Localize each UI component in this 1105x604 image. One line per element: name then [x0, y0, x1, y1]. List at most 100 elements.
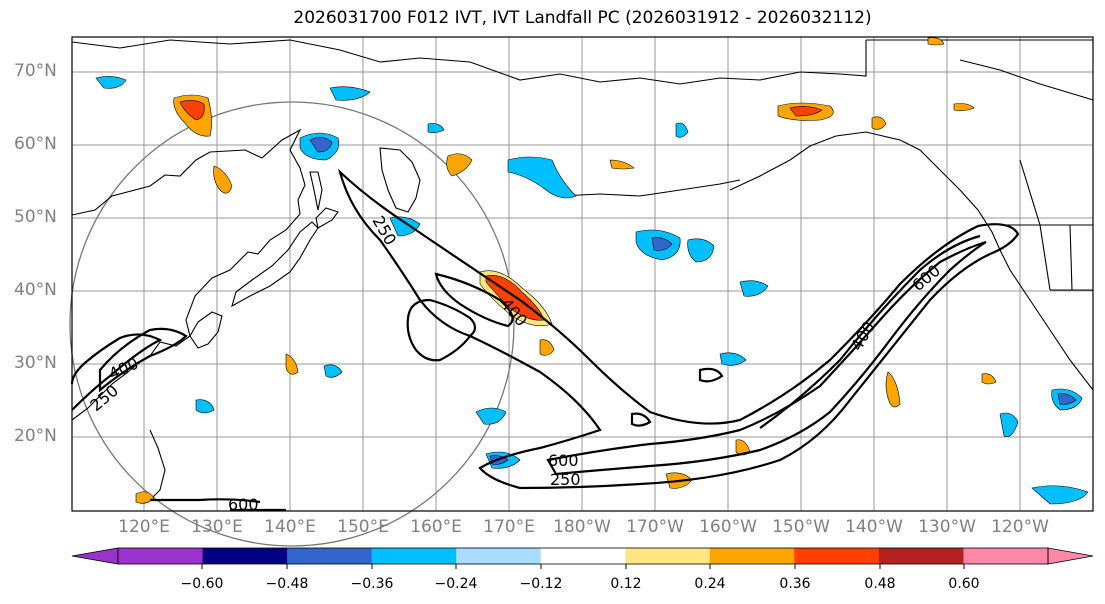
neg-anomaly-patch: [329, 86, 371, 101]
neg-anomaly-patch: [687, 238, 715, 263]
neg-anomaly-patch: [999, 412, 1019, 437]
canada-coast: [866, 39, 1094, 101]
lat-label: 30°N: [14, 353, 57, 373]
colorbar-bin: [625, 548, 711, 564]
kamchatka-coast: [379, 147, 421, 213]
ivt-contour-250-west: [337, 168, 1020, 490]
pos-anomaly-patch: [789, 106, 823, 117]
colorbar-bin: [456, 548, 542, 564]
pos-anomaly-patch: [927, 37, 945, 46]
siberia-north-coast: [71, 39, 681, 85]
colorbar-tick-label: −0.60: [180, 576, 224, 592]
colorbar-tick-label: 0.48: [864, 576, 896, 592]
negative-anomaly-fills: [95, 76, 1089, 505]
philippines-coast: [149, 429, 166, 501]
ivt-contour-400-inner: [434, 272, 514, 328]
lon-label: 160°W: [699, 517, 757, 537]
pos-anomaly-patch: [135, 491, 155, 504]
ivt-contour-400-ring: [406, 298, 477, 362]
ivt-contour-400-east: [759, 234, 981, 429]
pos-anomaly-patch: [871, 116, 887, 130]
colorbar-bin: [202, 548, 288, 564]
contour-label: 600: [228, 495, 259, 514]
lon-label: 180°W: [553, 517, 611, 537]
neg-anomaly-patch: [389, 216, 421, 237]
lat-label: 50°N: [14, 207, 57, 227]
lat-label: 40°N: [14, 280, 57, 300]
colorbar-tick-label: −0.48: [265, 576, 309, 592]
range-ring: [69, 101, 515, 547]
lon-label: 150°E: [337, 517, 389, 537]
neg-anomaly-patch: [309, 137, 333, 153]
ivt-contours: [70, 168, 1020, 512]
hokkaido-coast: [315, 207, 339, 229]
pos-anomaly-patch: [446, 153, 473, 177]
colorbar-bin: [371, 548, 457, 564]
korea-coast: [189, 311, 223, 349]
lon-label: 170°E: [483, 517, 535, 537]
lon-label: 130°E: [191, 517, 243, 537]
alaska-south-coast: [729, 131, 1094, 391]
pos-anomaly-patch: [953, 103, 975, 111]
colorbar-bin: [878, 548, 964, 564]
japan-coast: [231, 221, 319, 308]
neg-anomaly-patch: [507, 156, 577, 199]
colorbar-bin: [540, 548, 626, 564]
lat-label: 20°N: [14, 426, 57, 446]
neg-anomaly-patch: [195, 399, 215, 414]
colorbar-bin: [287, 548, 373, 564]
colorbar-tick-label: −0.36: [350, 576, 394, 592]
colorbar-outline: [117, 547, 1049, 565]
colorbar-tick-label: 0.60: [948, 576, 980, 592]
colorbar-bin: [118, 548, 204, 564]
contour-label: 600: [548, 451, 579, 470]
colorbar-tick-label: 0.24: [694, 576, 726, 592]
colorbar-tick-label: 0.36: [779, 576, 811, 592]
pos-anomaly-patch: [285, 353, 299, 375]
pos-anomaly-patch: [885, 371, 901, 408]
colorbar-extend-max: [1047, 547, 1094, 565]
neg-anomaly-patch: [475, 407, 507, 425]
sakhalin-coast: [309, 171, 323, 211]
colorbar-bin: [709, 548, 795, 564]
neg-anomaly-patch: [651, 237, 673, 251]
contour-label: 250: [550, 470, 581, 489]
pos-anomaly-patch: [179, 100, 205, 121]
colorbar: [71, 547, 1094, 569]
neg-anomaly-patch: [95, 76, 127, 89]
lon-label: 120°E: [118, 517, 170, 537]
lon-label: 140°W: [845, 517, 903, 537]
lon-label: 150°W: [772, 517, 830, 537]
lon-label: 130°W: [918, 517, 976, 537]
pos-anomaly-patch: [981, 373, 997, 385]
lon-label: 170°W: [626, 517, 684, 537]
lat-label: 70°N: [14, 61, 57, 81]
coastlines: [71, 39, 1094, 501]
lon-label: 140°E: [264, 517, 316, 537]
neg-anomaly-patch: [1031, 485, 1089, 505]
colorbar-tick-label: −0.12: [519, 576, 563, 592]
neg-anomaly-patch: [1057, 393, 1077, 405]
lat-label: 60°N: [14, 134, 57, 154]
colorbar-tick-label: 0.12: [610, 576, 642, 592]
neg-anomaly-patch: [675, 122, 689, 138]
neg-anomaly-patch: [427, 123, 445, 133]
ivt-contour-small: [630, 367, 724, 427]
ivt-contour-west-400: [98, 327, 188, 393]
ivt-contour-south-250: [150, 498, 286, 512]
us-border: [1000, 159, 1093, 291]
colorbar-bin: [794, 548, 880, 564]
colorbar-tick-label: −0.24: [434, 576, 478, 592]
neg-anomaly-patch: [739, 280, 769, 297]
ivt-contour-600-band: [546, 240, 987, 476]
neg-anomaly-patch: [323, 364, 343, 378]
colorbar-extend-min: [71, 547, 119, 565]
lon-label: 120°W: [991, 517, 1049, 537]
colorbar-bin: [963, 548, 1049, 564]
pos-anomaly-patch: [539, 339, 555, 356]
pos-anomaly-patch: [213, 165, 233, 194]
plot-frame: [71, 36, 1094, 512]
aleutians: [559, 179, 741, 197]
neg-anomaly-patch: [719, 352, 747, 366]
